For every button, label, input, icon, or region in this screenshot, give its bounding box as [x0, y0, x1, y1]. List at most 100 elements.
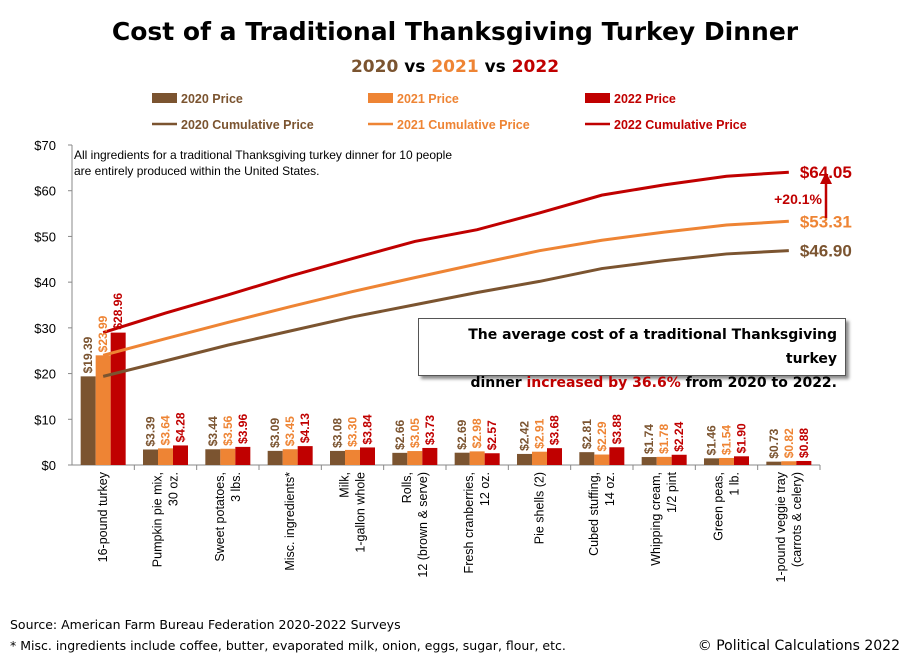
bar-value-label: $2.42 [518, 421, 532, 451]
legend-label-2020-cumulative: 2020 Cumulative Price [181, 118, 314, 132]
subtitle-2022: 2022 [512, 57, 559, 77]
y-tick-label: $70 [34, 138, 56, 153]
category-label: Pumpkin pie mix, 30 oz. [151, 472, 181, 567]
bar-value-label: $3.09 [268, 418, 282, 448]
callout-line-2-post: from 2020 to 2022. [680, 375, 837, 391]
category-label-line: (carrots & celery) [790, 472, 804, 567]
bar-2020-price [704, 458, 719, 465]
bar-value-label: $28.96 [111, 293, 125, 330]
category-label-line: Misc. ingredients* [283, 472, 297, 571]
bar-2021-price [532, 451, 547, 465]
bar-value-label: $2.29 [595, 421, 609, 451]
bar-value-label: $1.78 [657, 424, 671, 454]
bar-2022-price [547, 448, 562, 465]
bar-value-label: $0.73 [767, 428, 781, 458]
bar-value-label: $23.99 [96, 315, 110, 352]
bar-2021-price [282, 449, 298, 465]
category-label: Green peas, 1 lb. [712, 472, 742, 541]
bar-value-label: $3.64 [159, 415, 173, 445]
bar-2020-price [517, 453, 532, 465]
legend-label-2020-price: 2020 Price [181, 92, 243, 106]
bar-value-label: $1.46 [705, 425, 719, 455]
legend-label-2022-price: 2022 Price [614, 92, 676, 106]
legend-swatch-2022-price [585, 93, 610, 103]
y-tick-label: $50 [34, 229, 56, 244]
percent-change-annotation: +20.1% [774, 172, 832, 218]
legend-label-2021-cumulative: 2021 Cumulative Price [397, 118, 530, 132]
category-labels: 16-pound turkey Pumpkin pie mix, 30 oz. Swe… [96, 471, 804, 582]
bar-2022-price [110, 332, 126, 465]
bar-value-label: $2.81 [580, 419, 594, 449]
legend-label-2022-cumulative: 2022 Cumulative Price [614, 118, 747, 132]
bar-2021-price [781, 461, 797, 465]
category-label: Rolls, 12 (brown & serve) [400, 472, 430, 578]
bar-value-label: $2.91 [533, 418, 547, 448]
bar-2020-price [205, 449, 221, 465]
category-label-line: 3 lbs. [229, 472, 243, 502]
bar-2022-price [422, 447, 438, 465]
bar-2021-price [719, 457, 734, 465]
y-tick-label: $30 [34, 321, 56, 336]
bar-value-label: $3.05 [408, 418, 422, 448]
chart-subtitle: 2020 vs 2021 vs 2022 [351, 57, 559, 77]
bar-value-label: $1.90 [735, 423, 749, 453]
bar-value-label: $3.96 [236, 414, 250, 444]
legend: 2020 Price 2021 Price 2022 Price 2020 Cu… [152, 92, 747, 132]
bar-2021-price [220, 448, 236, 465]
arrow-head-icon [820, 172, 832, 184]
bar-2020-price [579, 452, 595, 465]
bar-2022-price [360, 447, 375, 465]
bar-2021-price [594, 454, 610, 465]
category-label-line: 1-gallon whole [354, 472, 368, 553]
category-label: Fresh cranberries, 12 oz. [462, 472, 492, 573]
callout-box: The average cost of a traditional Thanks… [418, 318, 846, 391]
bar-2021-price [95, 355, 111, 465]
category-label-line: Green peas, [712, 472, 726, 541]
bar-2022-price [297, 446, 313, 465]
y-tick-label: $40 [34, 275, 56, 290]
category-label: 16-pound turkey [96, 471, 110, 562]
subtitle-2021: 2021 [431, 57, 478, 77]
bar-value-label: $3.08 [331, 418, 345, 448]
chart-title: Cost of a Traditional Thanksgiving Turke… [112, 17, 799, 46]
category-label-line: 1-pound veggie tray [774, 471, 788, 582]
category-label-line: 1/2 pint [665, 471, 679, 513]
callout-emphasis: increased by 36.6% [526, 375, 681, 391]
callout-line-1: The average cost of a traditional Thanks… [468, 327, 837, 367]
y-tick-label: $10 [34, 412, 56, 427]
category-label: Sweet potatoes, 3 lbs. [213, 472, 243, 562]
bar-value-label: $19.39 [81, 336, 95, 373]
bar-2021-price [158, 448, 173, 465]
category-label-line: Cubed stuffing, [587, 472, 601, 556]
bar-2020-price [80, 376, 96, 465]
bar-value-label: $2.57 [485, 420, 499, 450]
subtitle-2020: 2020 [351, 57, 398, 77]
category-label-line: 30 oz. [167, 472, 181, 506]
footnote-text: * Misc. ingredients include coffee, butt… [10, 638, 566, 653]
category-label: 1-pound veggie tray (carrots & celery) [774, 471, 804, 582]
category-label-line: Whipping cream, [649, 472, 663, 566]
legend-swatch-2021-price [368, 93, 393, 103]
line-2020-cumulative-price [102, 249, 789, 378]
bar-value-label: $3.73 [423, 415, 437, 445]
source-text: Source: American Farm Bureau Federation … [10, 617, 401, 632]
category-label: Whipping cream, 1/2 pint [649, 471, 679, 565]
end-value-label: $53.31 [800, 212, 852, 231]
bar-value-label: $0.82 [782, 428, 796, 458]
bar-2020-price [267, 450, 283, 465]
note-line-2: are entirely produced within the United … [74, 164, 319, 178]
bar-value-label: $3.84 [361, 414, 375, 444]
subtitle-vs-1: vs [398, 57, 431, 77]
category-label-line: 12 (brown & serve) [416, 472, 430, 578]
copyright-text: © Political Calculations 2022 [697, 638, 900, 654]
category-label-line: 12 oz. [478, 472, 492, 506]
bar-value-label: $3.45 [283, 416, 297, 446]
bar-value-label: $2.66 [393, 419, 407, 449]
category-label: Misc. ingredients* [283, 472, 297, 571]
note-line-1: All ingredients for a traditional Thanks… [74, 148, 452, 162]
line-2021-cumulative-price [102, 219, 789, 357]
y-tick-label: $0 [42, 458, 56, 473]
bar-value-label: $3.88 [610, 414, 624, 444]
callout-line-2: dinner increased by 36.6% from 2020 to 2… [427, 371, 837, 395]
